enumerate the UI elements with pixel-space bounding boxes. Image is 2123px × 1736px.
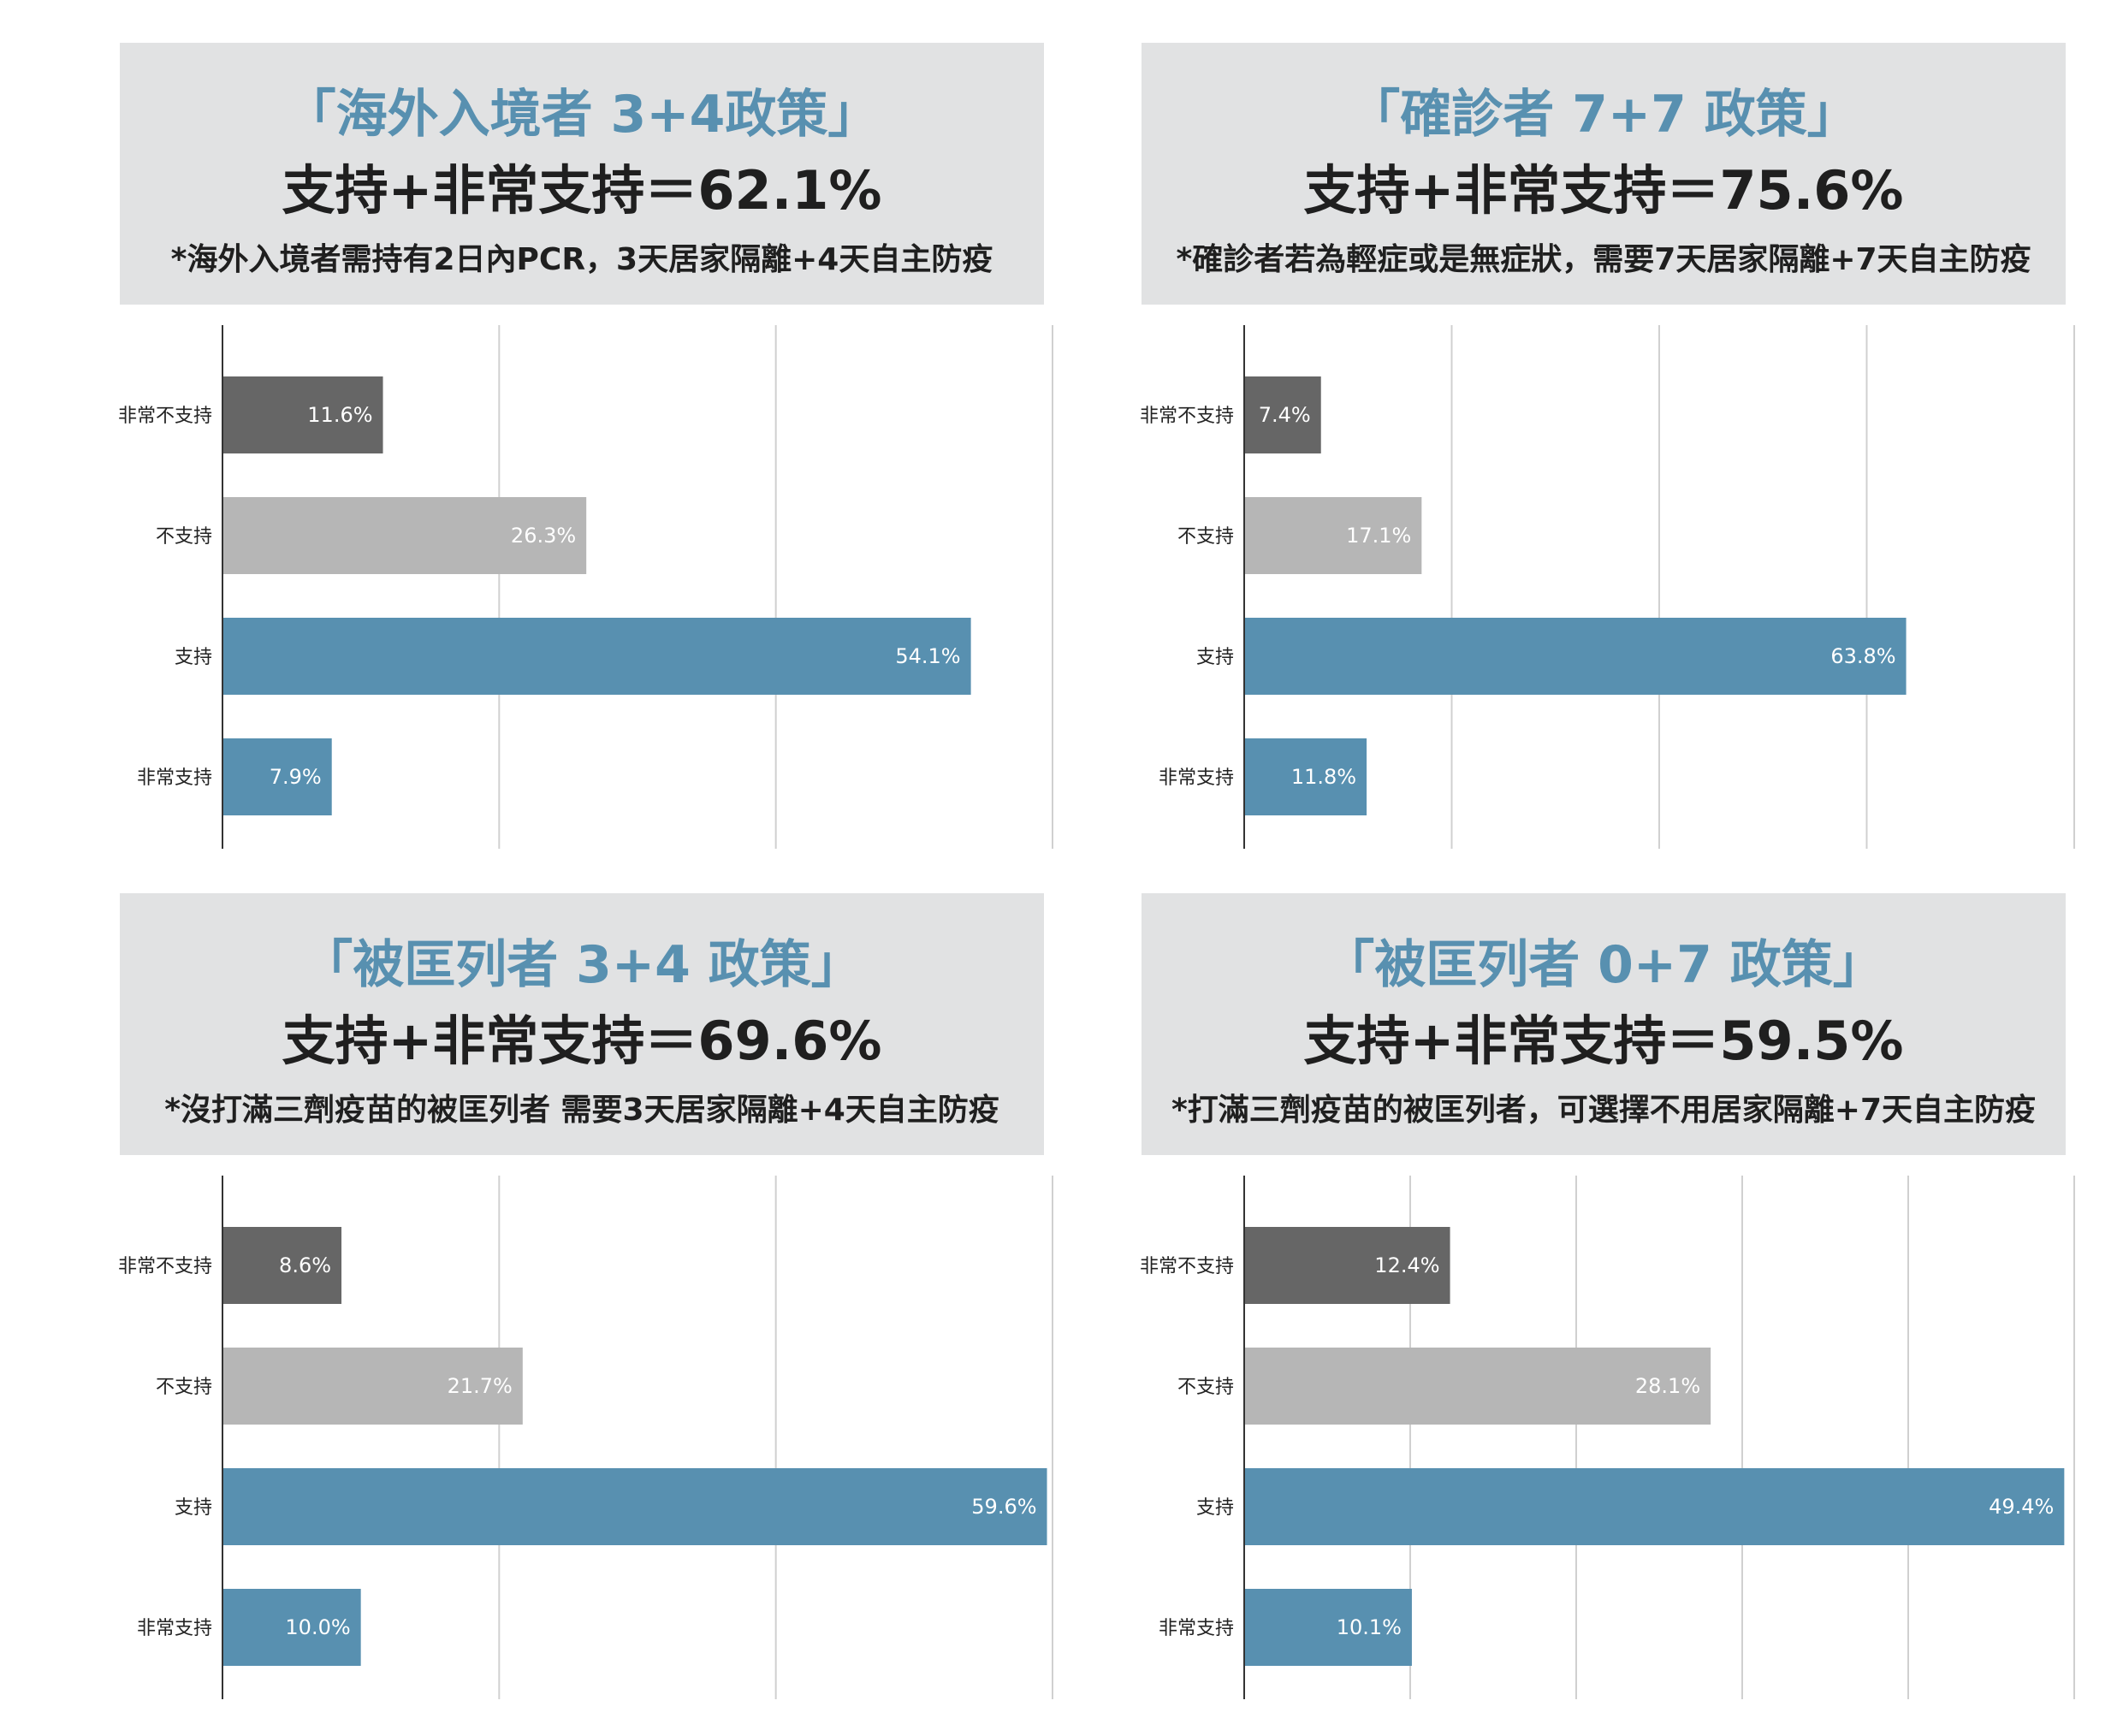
bar <box>1244 1227 1450 1304</box>
category-label: 非常支持 <box>1159 1618 1234 1639</box>
bar-value-label: 11.6% <box>307 403 372 427</box>
bar <box>222 1227 342 1304</box>
panel-header: 「被匡列者 0+7 政策」 支持+非常支持＝59.5% *打滿三劑疫苗的被匡列者… <box>1142 893 2066 1155</box>
bar-chart: 11.6% 非常不支持 26.3% 不支持 54.1% 支持 7.9% 非常支持 <box>118 325 1053 849</box>
panel-contacts-0-7: 「被匡列者 0+7 政策」 支持+非常支持＝59.5% *打滿三劑疫苗的被匡列者… <box>1022 850 2083 1718</box>
support-total: 支持+非常支持＝62.1% <box>282 159 882 222</box>
category-label: 非常支持 <box>1159 767 1234 789</box>
bar <box>222 497 587 574</box>
category-label: 非常不支持 <box>118 1256 212 1277</box>
category-label: 支持 <box>1196 647 1234 668</box>
bar-chart: 7.4% 非常不支持 17.1% 不支持 63.8% 支持 11.8% 非常支持 <box>1140 325 2075 849</box>
category-label: 非常不支持 <box>1140 406 1234 427</box>
bar-chart: 8.6% 非常不支持 21.7% 不支持 59.6% 支持 10.0% 非常支持 <box>118 1176 1053 1699</box>
policy-note: *沒打滿三劑疫苗的被匡列者 需要3天居家隔離+4天自主防疫 <box>164 1093 999 1128</box>
bar-value-label: 11.8% <box>1291 765 1356 789</box>
bar-value-label: 28.1% <box>1635 1374 1700 1398</box>
category-label: 非常不支持 <box>118 406 212 427</box>
policy-title: 「被匡列者 0+7 政策」 <box>1323 935 1884 995</box>
category-label: 支持 <box>175 1497 212 1519</box>
bar-value-label: 7.9% <box>270 765 322 789</box>
bar <box>222 618 971 695</box>
bar-value-label: 54.1% <box>895 644 960 668</box>
panel-header: 「被匡列者 3+4 政策」 支持+非常支持＝69.6% *沒打滿三劑疫苗的被匡列… <box>120 893 1044 1155</box>
panel-header: 「確診者 7+7 政策」 支持+非常支持＝75.6% *確診者若為輕症或是無症狀… <box>1142 43 2066 305</box>
panel-contacts-3-4: 「被匡列者 3+4 政策」 支持+非常支持＝69.6% *沒打滿三劑疫苗的被匡列… <box>0 850 1061 1718</box>
category-label: 不支持 <box>1177 526 1234 548</box>
bar-chart: 12.4% 非常不支持 28.1% 不支持 49.4% 支持 10.1% 非常支持 <box>1140 1176 2075 1699</box>
bar <box>1244 497 1422 574</box>
policy-title: 「海外入境者 3+4政策」 <box>284 85 880 145</box>
support-total: 支持+非常支持＝59.5% <box>1303 1010 1904 1072</box>
category-label: 非常支持 <box>137 1618 212 1639</box>
bar-value-label: 49.4% <box>1989 1495 2054 1519</box>
panel-confirmed-cases: 「確診者 7+7 政策」 支持+非常支持＝75.6% *確診者若為輕症或是無症狀… <box>1022 0 2083 868</box>
bar-value-label: 12.4% <box>1374 1253 1439 1277</box>
bar-value-label: 7.4% <box>1259 403 1311 427</box>
category-label: 支持 <box>175 647 212 668</box>
bar <box>222 1468 1047 1545</box>
category-label: 不支持 <box>156 526 212 548</box>
support-total: 支持+非常支持＝69.6% <box>282 1010 882 1072</box>
bar <box>222 738 332 815</box>
category-label: 非常支持 <box>137 767 212 789</box>
bar <box>222 1348 523 1425</box>
bar <box>222 376 383 453</box>
bar <box>1244 618 1907 695</box>
bar-value-label: 10.1% <box>1337 1615 1402 1639</box>
bar-value-label: 17.1% <box>1346 524 1411 548</box>
policy-title: 「被匡列者 3+4 政策」 <box>301 935 863 995</box>
category-label: 不支持 <box>1177 1377 1234 1398</box>
bar <box>1244 1348 1711 1425</box>
policy-note: *打滿三劑疫苗的被匡列者，可選擇不用居家隔離+7天自主防疫 <box>1171 1093 2037 1128</box>
bar-value-label: 8.6% <box>279 1253 331 1277</box>
category-label: 非常不支持 <box>1140 1256 1234 1277</box>
bar <box>222 1589 361 1666</box>
category-label: 支持 <box>1196 1497 1234 1519</box>
panel-header: 「海外入境者 3+4政策」 支持+非常支持＝62.1% *海外入境者需持有2日內… <box>120 43 1044 305</box>
bar-value-label: 26.3% <box>511 524 576 548</box>
bar-value-label: 21.7% <box>448 1374 513 1398</box>
policy-note: *海外入境者需持有2日內PCR，3天居家隔離+4天自主防疫 <box>170 242 993 277</box>
policy-note: *確診者若為輕症或是無症狀，需要7天居家隔離+7天自主防疫 <box>1176 242 2031 277</box>
bar <box>1244 1468 2065 1545</box>
support-total: 支持+非常支持＝75.6% <box>1303 159 1904 222</box>
bar <box>1244 1589 1412 1666</box>
bar-value-label: 63.8% <box>1830 644 1895 668</box>
panel-overseas-arrivals: 「海外入境者 3+4政策」 支持+非常支持＝62.1% *海外入境者需持有2日內… <box>0 0 1061 868</box>
category-label: 不支持 <box>156 1377 212 1398</box>
policy-title: 「確診者 7+7 政策」 <box>1349 85 1859 145</box>
bar-value-label: 10.0% <box>285 1615 350 1639</box>
bar <box>1244 376 1321 453</box>
bar-value-label: 59.6% <box>971 1495 1036 1519</box>
bar <box>1244 738 1367 815</box>
